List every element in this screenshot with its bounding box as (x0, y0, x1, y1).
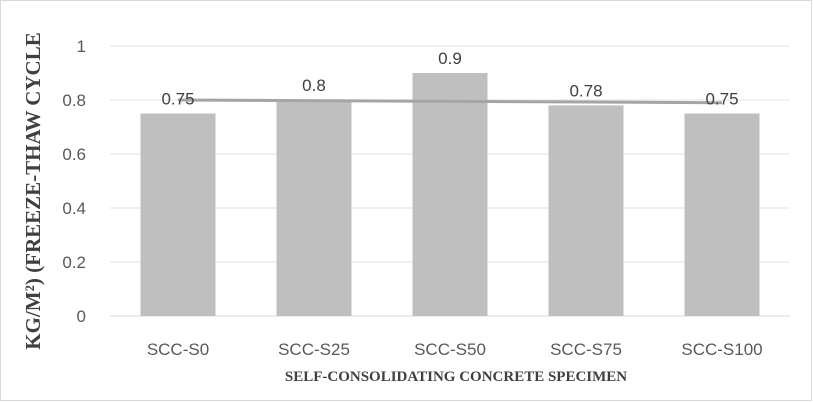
y-tick-labels: 0 0.2 0.4 0.6 0.8 1 (62, 37, 86, 326)
data-label: 0.75 (161, 90, 194, 109)
x-tick-labels: SCC-S0 SCC-S25 SCC-S50 SCC-S75 SCC-S100 (147, 340, 763, 359)
x-axis-title: SELF-CONSOLIDATING CONCRETE SPECIMEN (285, 369, 627, 385)
bar (140, 113, 216, 316)
bars (140, 73, 760, 317)
y-tick-label: 0.2 (62, 253, 86, 272)
x-tick-label: SCC-S0 (147, 340, 209, 359)
data-label: 0.78 (569, 81, 602, 100)
x-tick-label: SCC-S25 (278, 340, 350, 359)
x-tick-label: SCC-S50 (414, 340, 486, 359)
bar (684, 113, 760, 316)
bar (548, 105, 624, 317)
y-tick-label: 0.8 (62, 91, 86, 110)
y-tick-label: 0.6 (62, 145, 86, 164)
data-label: 0.8 (302, 76, 326, 95)
x-tick-label: SCC-S100 (681, 340, 762, 359)
data-labels: 0.75 0.8 0.9 0.78 0.75 (161, 49, 738, 109)
y-tick-label: 0 (77, 307, 86, 326)
data-label: 0.9 (438, 49, 462, 68)
data-label: 0.75 (705, 90, 738, 109)
y-axis-title: KG/M²) (FREEZE-THAW CYCLE (21, 32, 45, 349)
bar (412, 73, 488, 316)
trendline-group (177, 98, 723, 105)
x-tick-label: SCC-S75 (550, 340, 622, 359)
bar (276, 100, 352, 316)
y-tick-label: 0.4 (62, 199, 86, 218)
y-tick-label: 1 (77, 37, 86, 56)
trendline (177, 98, 723, 105)
